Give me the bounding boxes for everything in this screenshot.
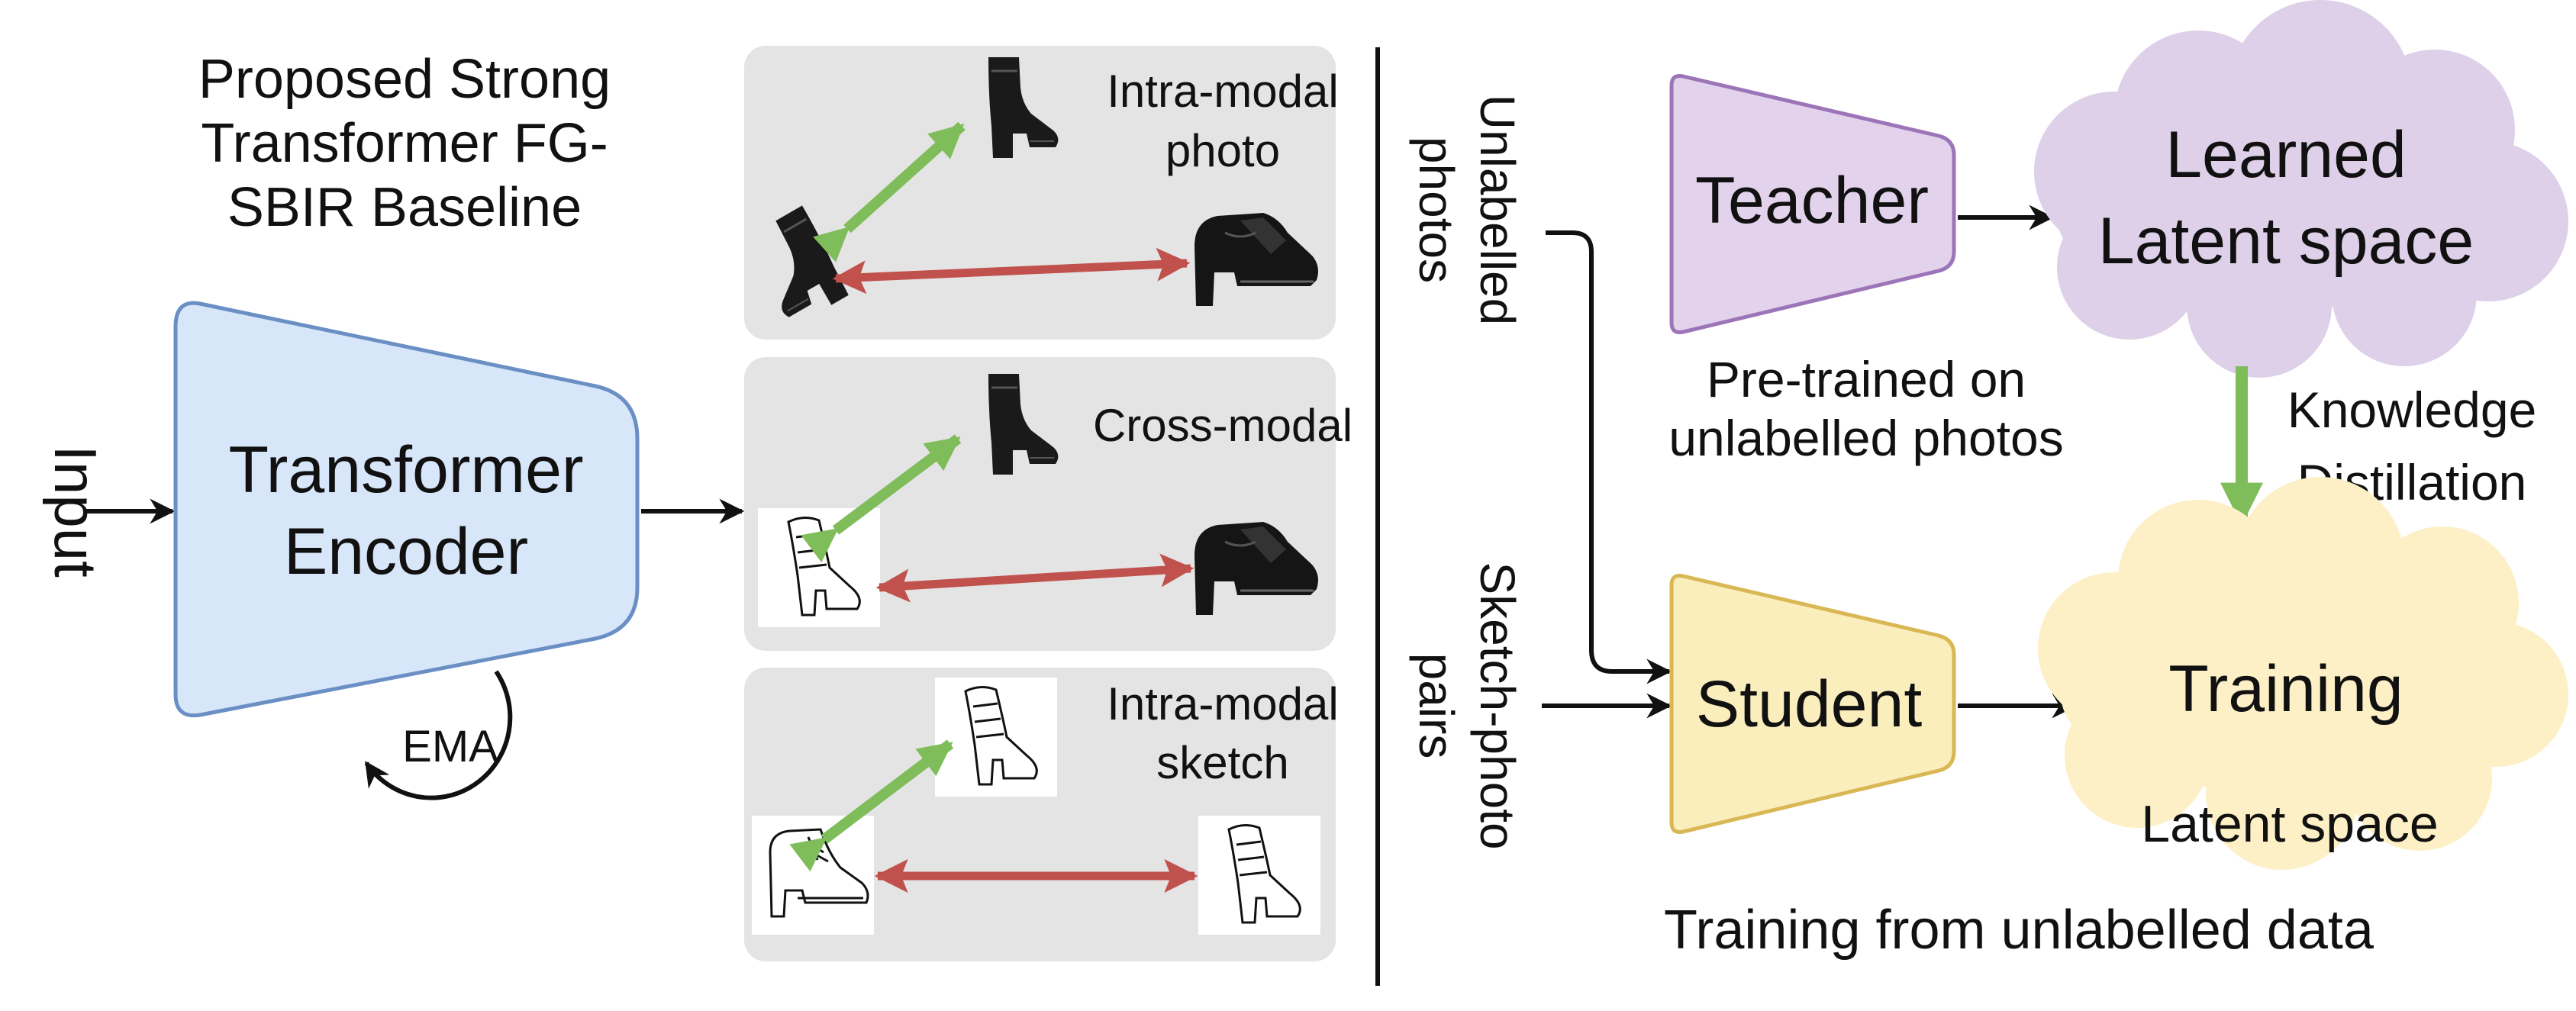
- teacher-caption-line-2: unlabelled photos: [1668, 410, 2063, 466]
- negative-pair-arrow: [832, 247, 1191, 295]
- negative-pair-arrow: [875, 553, 1195, 603]
- unlabelled-photos-arrow: [1546, 230, 1672, 684]
- positive-pair-arrow: [813, 121, 966, 262]
- panel-label-line-1: Cross-modal: [1093, 400, 1352, 451]
- title-line-3: SBIR Baseline: [227, 177, 582, 238]
- teacher-caption-line-1: Pre-trained on: [1707, 351, 2026, 407]
- encoder-label-line-1: Transformer: [228, 433, 583, 507]
- panel-label-line-1: Intra-modal: [1107, 678, 1338, 729]
- student-block: [1669, 574, 1956, 834]
- baseline-title: Proposed Strong Transformer FG- SBIR Bas…: [198, 49, 611, 238]
- panel-label-line-2: photo: [1165, 125, 1280, 176]
- learned-cloud-label-line-2: Latent space: [2098, 204, 2474, 278]
- title-line-1: Proposed Strong: [198, 49, 611, 110]
- learned-cloud-label-line-1: Learned: [2165, 118, 2407, 192]
- teacher-block: [1669, 74, 1956, 334]
- training-cloud-label: Training: [2168, 652, 2404, 726]
- panel-label-line-2: sketch: [1156, 737, 1288, 788]
- panel-intra-modal-photo: Intra-modal photo: [740, 46, 1339, 340]
- panel-label-line-1: Intra-modal: [1107, 66, 1338, 117]
- title-line-2: Transformer FG-: [201, 113, 608, 174]
- learned-latent-space-cloud: [2034, 0, 2568, 378]
- encoder-label-line-2: Encoder: [284, 515, 528, 588]
- panel-intra-modal-sketch: Intra-modal sketch: [744, 668, 1339, 961]
- bottom-caption: Training from unlabelled data: [1664, 900, 2374, 961]
- ema-label: EMA: [402, 722, 498, 771]
- boot-sketch-icon: [1197, 814, 1322, 936]
- sketch-photo-pairs-label-line-1: Sketch-photo: [1470, 562, 1525, 849]
- training-cloud-caption: Latent space: [2141, 795, 2438, 853]
- teacher-label: Teacher: [1695, 164, 1929, 237]
- ema-loop-arrow: [364, 670, 513, 800]
- positive-pair-arrow: [789, 739, 954, 872]
- unlabelled-photos-label-line-2: photos: [1409, 137, 1464, 283]
- panel-cross-modal: Cross-modal: [744, 357, 1352, 651]
- student-label: Student: [1696, 668, 1923, 741]
- training-latent-space-cloud: [2038, 477, 2568, 870]
- positive-pair-arrow: [801, 434, 962, 563]
- boot-sketch-icon: [756, 507, 882, 629]
- boot-sketch-icon: [933, 676, 1059, 798]
- shoe-sketch-icon: [750, 814, 875, 936]
- distillation-label-line-1: Knowledge: [2287, 382, 2537, 438]
- sketch-photo-pairs-label-line-2: pairs: [1409, 653, 1464, 759]
- unlabelled-photos-label-line-1: Unlabelled: [1470, 95, 1525, 325]
- transformer-encoder-block: [173, 301, 640, 718]
